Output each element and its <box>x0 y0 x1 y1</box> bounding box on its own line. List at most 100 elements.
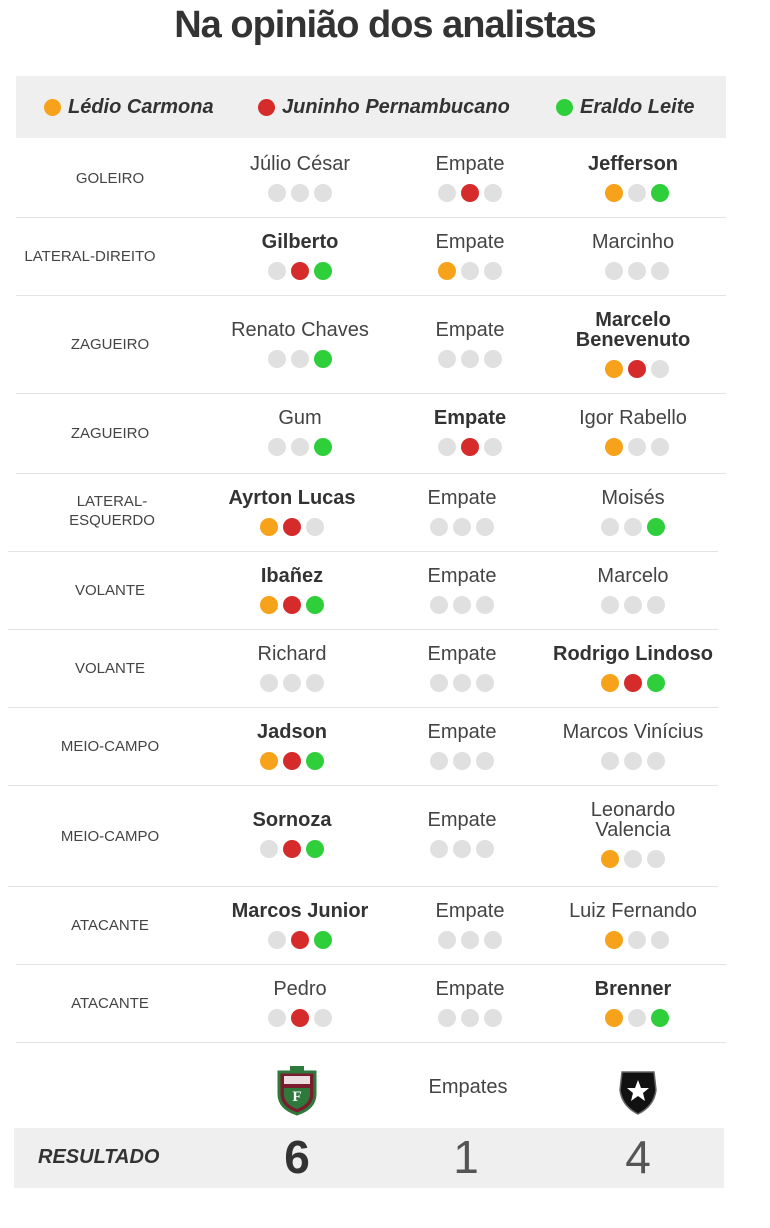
left-player-name: Jadson <box>256 721 328 743</box>
left-player-name: Gilberto <box>261 231 339 253</box>
vote-dot-icon <box>476 596 494 614</box>
position-label: MEIO-CAMPO <box>60 827 160 845</box>
vote-dot-icon <box>461 350 479 368</box>
vote-dot-icon <box>453 596 471 614</box>
row-divider <box>8 785 718 786</box>
vote-dot-icon <box>484 262 502 280</box>
vote-dot-icon <box>268 262 286 280</box>
footer-draws-label: Empates <box>428 1076 508 1098</box>
table-row: MEIO-CAMPO Sornoza Empate Leonardo Valencia <box>0 786 770 887</box>
right-vote-dots <box>593 596 673 614</box>
row-divider <box>16 393 726 394</box>
draw-label: Empate <box>427 487 497 509</box>
row-divider <box>8 551 718 552</box>
table-row: VOLANTE Richard Empate Rodrigo Lindoso <box>0 630 770 708</box>
draw-label: Empate <box>427 643 497 665</box>
vote-dot-icon <box>453 674 471 692</box>
position-label: ZAGUEIRO <box>70 425 150 442</box>
position-label: MEIO-CAMPO <box>60 738 160 755</box>
vote-dot-icon <box>605 360 623 378</box>
result-draw-count: 1 <box>453 1131 479 1183</box>
left-vote-dots <box>252 752 332 770</box>
vote-dot-icon <box>476 674 494 692</box>
vote-dot-icon <box>314 184 332 202</box>
vote-dot-icon <box>484 350 502 368</box>
vote-dot-icon <box>624 752 642 770</box>
vote-dot-icon <box>314 931 332 949</box>
vote-dot-icon <box>624 596 642 614</box>
svg-text:F: F <box>292 1089 301 1105</box>
vote-dot-icon <box>306 596 324 614</box>
vote-dot-icon <box>651 262 669 280</box>
right-player-name: Marcelo Benevenuto <box>575 309 691 351</box>
vote-dot-icon <box>260 840 278 858</box>
vote-dot-icon <box>430 596 448 614</box>
left-vote-dots <box>260 350 340 368</box>
right-vote-dots <box>593 752 673 770</box>
vote-dot-icon <box>601 596 619 614</box>
left-vote-dots <box>252 596 332 614</box>
table-row: ZAGUEIRO Renato Chaves Empate Marcelo Benev… <box>0 296 770 394</box>
row-divider <box>16 964 726 965</box>
page-title: Na opinião dos analistas <box>174 4 597 46</box>
vote-dot-icon <box>628 1009 646 1027</box>
row-divider <box>16 295 726 296</box>
right-vote-dots <box>597 360 677 378</box>
left-vote-dots <box>260 438 340 456</box>
table-row: ZAGUEIRO Gum Empate Igor Rabello <box>0 394 770 474</box>
table-row: LATERAL- ESQUERDO Ayrton Lucas Empate Moisé… <box>0 474 770 552</box>
vote-dot-icon <box>291 262 309 280</box>
position-label: GOLEIRO <box>75 170 145 187</box>
vote-dot-icon <box>430 518 448 536</box>
vote-dot-icon <box>461 1009 479 1027</box>
vote-dot-icon <box>628 931 646 949</box>
left-player-name: Renato Chaves <box>231 319 369 341</box>
position-label: ATACANTE <box>71 995 149 1012</box>
table-row: GOLEIRO Júlio César Empate Jefferson <box>0 140 770 218</box>
left-player-name: Sornoza <box>252 809 332 831</box>
draw-vote-dots <box>422 840 502 858</box>
right-vote-dots <box>597 931 677 949</box>
draw-vote-dots <box>422 596 502 614</box>
vote-dot-icon <box>647 674 665 692</box>
vote-dot-icon <box>605 262 623 280</box>
draw-vote-dots <box>430 1009 510 1027</box>
draw-label: Empate <box>435 978 505 1000</box>
vote-dot-icon <box>291 438 309 456</box>
vote-dot-icon <box>476 840 494 858</box>
result-right-count: 4 <box>625 1131 651 1183</box>
left-player-name: Richard <box>257 643 327 665</box>
vote-dot-icon <box>601 674 619 692</box>
draw-vote-dots <box>430 438 510 456</box>
vote-dot-icon <box>647 752 665 770</box>
left-player-name: Marcos Junior <box>231 900 369 922</box>
legend-label: Eraldo Leite <box>580 95 695 118</box>
vote-dot-icon <box>601 518 619 536</box>
left-player-name: Gum <box>278 407 322 429</box>
result-bar: RESULTADO 6 1 4 <box>14 1128 724 1188</box>
vote-dot-icon <box>601 752 619 770</box>
row-divider <box>16 1042 726 1043</box>
vote-dot-icon <box>624 850 642 868</box>
vote-dot-icon <box>605 931 623 949</box>
vote-dot-icon <box>260 674 278 692</box>
vote-dot-icon <box>260 752 278 770</box>
vote-dot-icon <box>283 518 301 536</box>
legend-item-eraldo: Eraldo Leite <box>556 76 694 138</box>
vote-dot-icon <box>430 840 448 858</box>
vote-dot-icon <box>268 184 286 202</box>
red-dot-icon <box>258 98 275 116</box>
draw-vote-dots <box>422 674 502 692</box>
vote-dot-icon <box>438 1009 456 1027</box>
right-player-name: Moisés <box>601 487 665 509</box>
vote-dot-icon <box>260 518 278 536</box>
vote-dot-icon <box>438 262 456 280</box>
analyst-legend: Lédio Carmona Juninho Pernambucano Erald… <box>16 76 726 138</box>
row-divider <box>8 707 718 708</box>
right-vote-dots <box>593 674 673 692</box>
right-vote-dots <box>597 184 677 202</box>
vote-dot-icon <box>461 184 479 202</box>
left-player-name: Pedro <box>273 978 327 1000</box>
vote-dot-icon <box>628 184 646 202</box>
vote-dot-icon <box>651 184 669 202</box>
